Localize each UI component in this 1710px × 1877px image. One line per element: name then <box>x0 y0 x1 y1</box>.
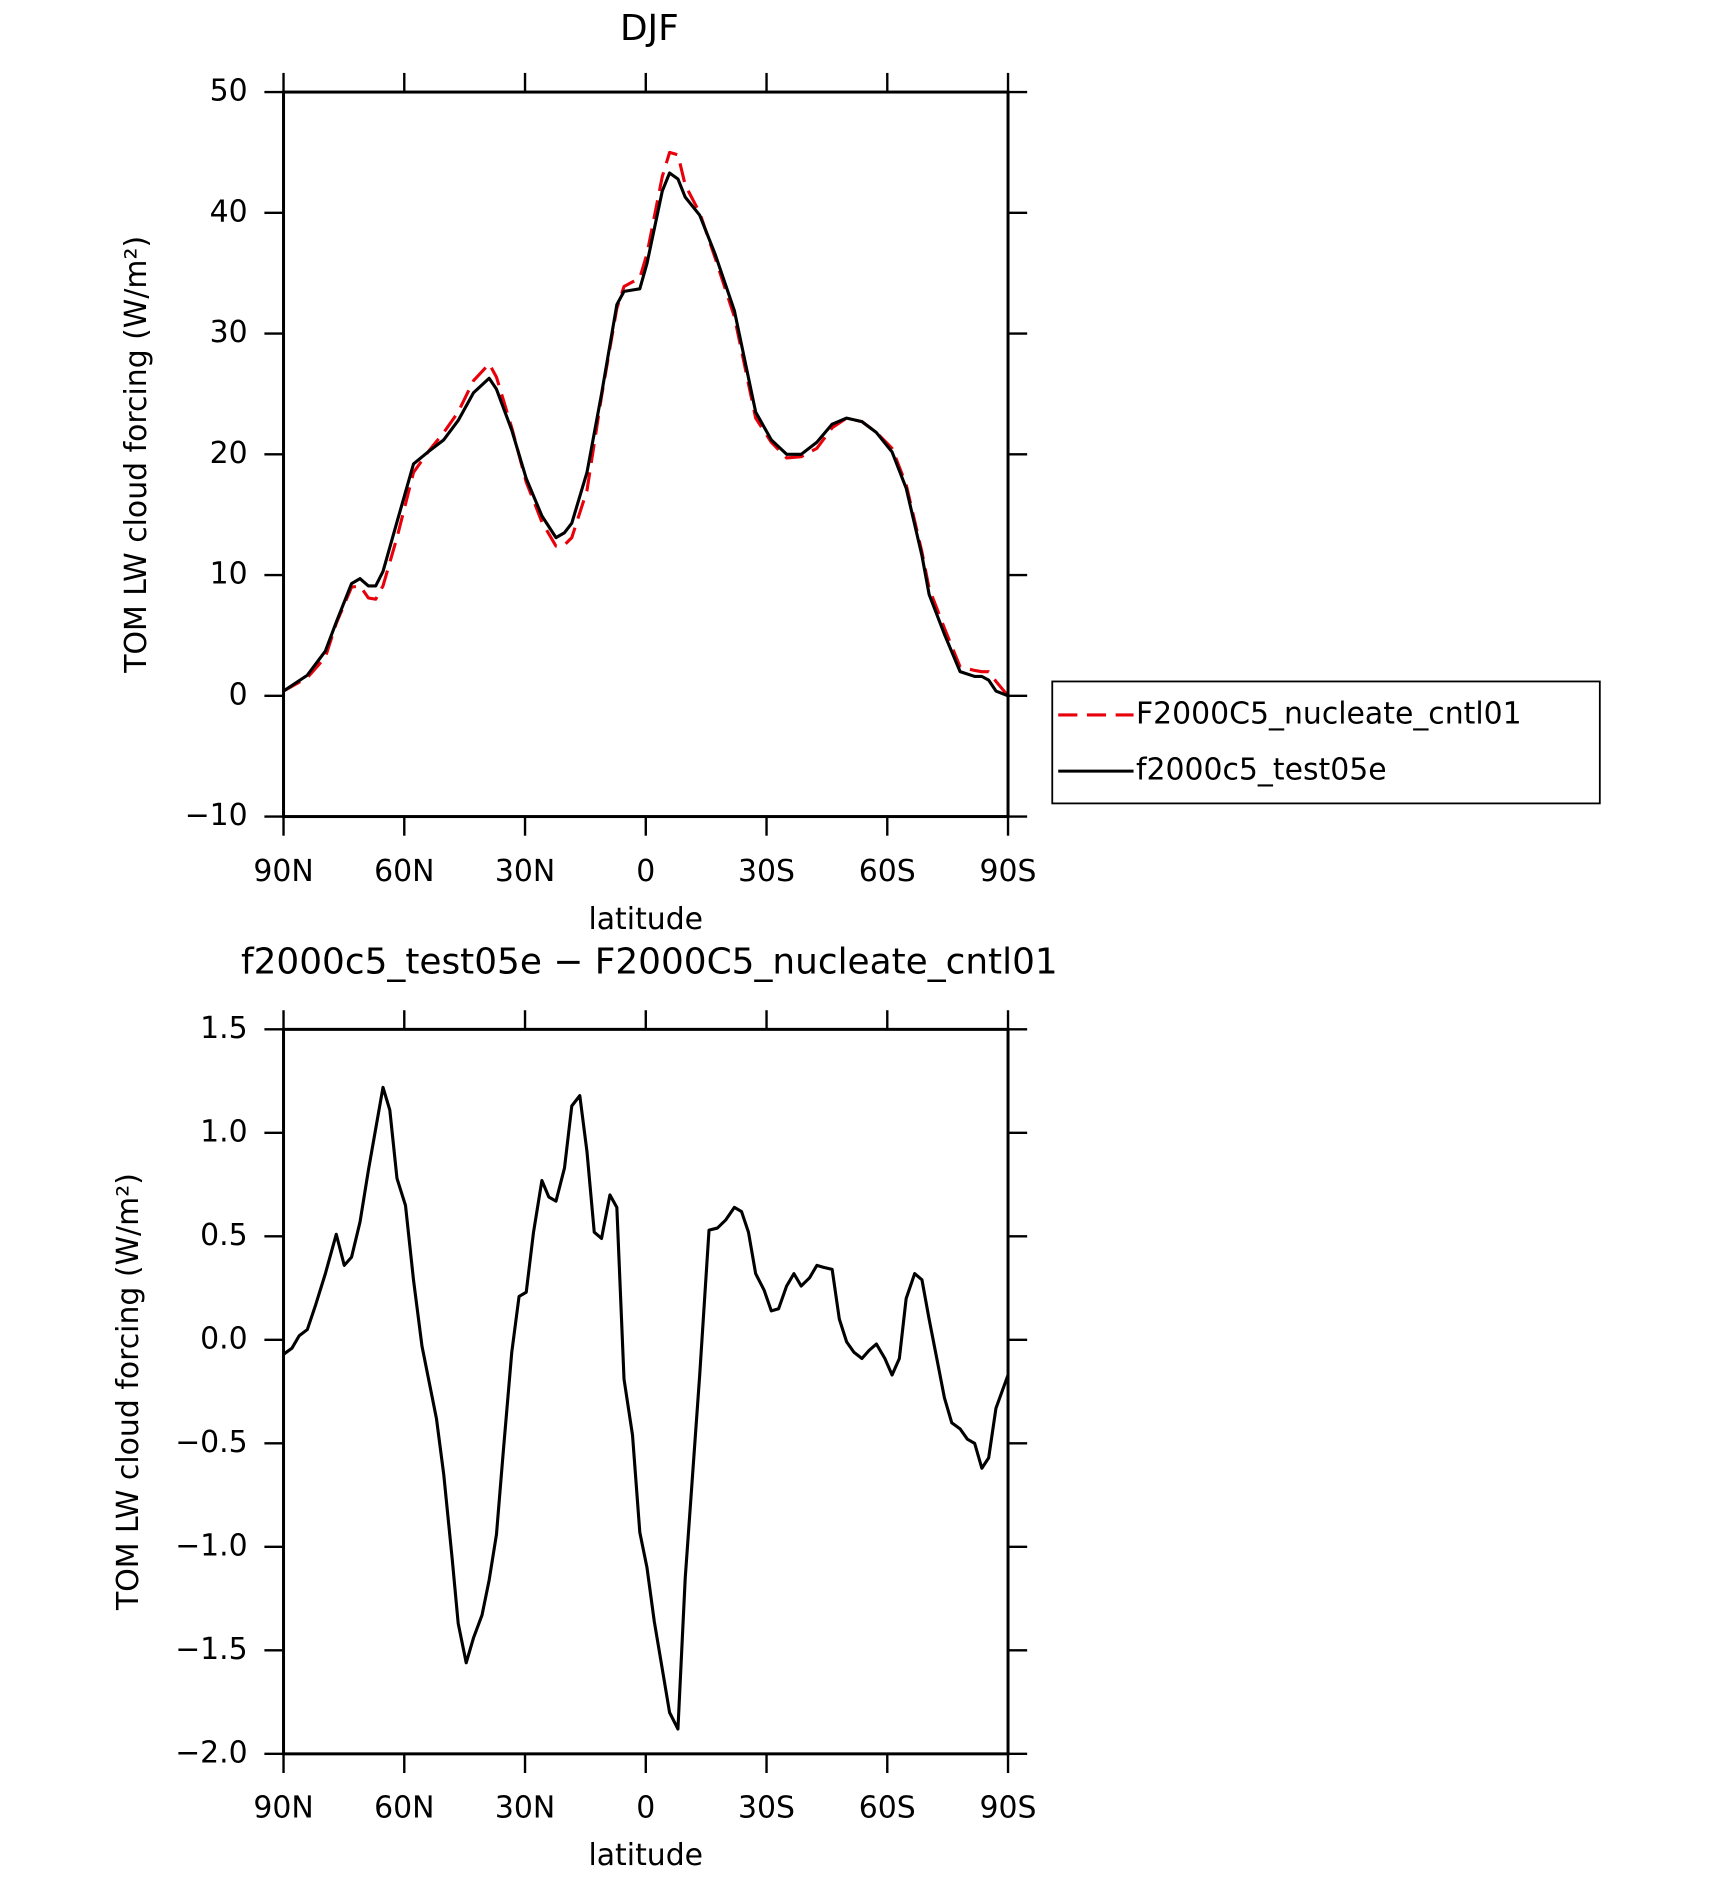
y-axis-label: TOM LW cloud forcing (W/m²) <box>119 236 154 674</box>
chart-title: DJF <box>620 8 679 49</box>
plot-frame <box>282 90 1010 819</box>
legend-box <box>1051 680 1601 805</box>
x-tick-label: 60N <box>374 854 434 889</box>
x-tick-label: 0 <box>636 854 655 889</box>
x-axis-label: latitude <box>588 902 703 937</box>
y-tick-label: 40 <box>210 194 248 229</box>
y-tick-label: −1.0 <box>175 1528 248 1563</box>
x-tick-label: 30S <box>738 854 795 889</box>
data-line <box>282 150 1010 697</box>
y-tick-label: 10 <box>210 557 248 592</box>
y-tick-label: 1.0 <box>200 1114 248 1149</box>
y-tick-label: 20 <box>210 436 248 471</box>
y-tick-label: −2.0 <box>175 1735 248 1770</box>
y-tick-label: 1.5 <box>200 1011 248 1046</box>
y-tick-label: 0 <box>229 677 248 712</box>
x-tick-label: 90S <box>980 1790 1037 1825</box>
legend-label: f2000c5_test05e <box>1136 753 1387 788</box>
y-tick-label: 50 <box>210 74 248 109</box>
y-axis-label: TOM LW cloud forcing (W/m²) <box>111 1173 146 1611</box>
plot-frame <box>282 1027 1010 1756</box>
x-tick-label: 60N <box>374 1790 434 1825</box>
x-tick-label: 90N <box>253 854 313 889</box>
x-tick-label: 30N <box>495 1790 555 1825</box>
chart-title: f2000c5_test05e − F2000C5_nucleate_cntl0… <box>241 942 1058 983</box>
y-tick-label: 0.0 <box>200 1321 248 1356</box>
y-tick-label: 0.5 <box>200 1218 248 1253</box>
y-tick-label: −10 <box>185 798 248 833</box>
legend-label: F2000C5_nucleate_cntl01 <box>1136 696 1522 731</box>
y-tick-label: −0.5 <box>175 1425 248 1460</box>
x-tick-label: 0 <box>636 1790 655 1825</box>
y-tick-label: 30 <box>210 315 248 350</box>
x-tick-label: 60S <box>859 1790 916 1825</box>
x-tick-label: 60S <box>859 854 916 889</box>
data-line <box>282 171 1009 698</box>
x-tick-label: 30S <box>738 1790 795 1825</box>
x-axis-label: latitude <box>588 1838 703 1873</box>
x-tick-label: 90N <box>253 1790 313 1825</box>
x-tick-label: 90S <box>980 854 1037 889</box>
data-line <box>282 1085 1010 1731</box>
y-tick-label: −1.5 <box>175 1632 248 1667</box>
x-tick-label: 30N <box>495 854 555 889</box>
